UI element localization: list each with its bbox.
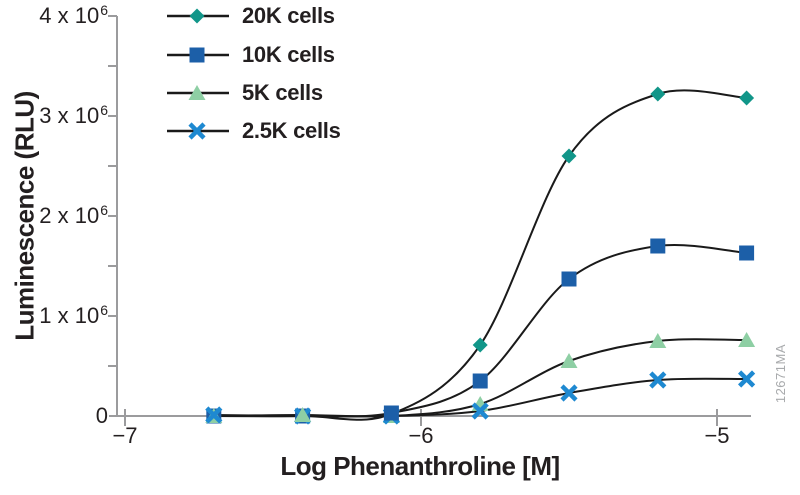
legend-marker <box>167 122 229 140</box>
legend-item-10k-cells: 10K cells <box>167 42 335 68</box>
triangle-marker <box>738 332 756 347</box>
x-marker <box>205 406 223 424</box>
legend-label: 20K cells <box>242 3 335 28</box>
square-marker <box>383 405 399 421</box>
triangle-marker <box>560 353 578 368</box>
y-tick-label: 0 <box>95 403 108 428</box>
square-marker <box>739 245 755 261</box>
exponent: 6 <box>100 2 108 18</box>
diamond-marker <box>472 337 488 353</box>
x-tick-label: −7 <box>112 423 138 448</box>
y-tick-label: 2 x 106 <box>39 202 108 228</box>
y-tick-label: 4 x 106 <box>39 2 108 28</box>
square-marker <box>189 47 205 63</box>
legend-marker <box>167 8 229 24</box>
x-tick-label: −6 <box>408 423 434 448</box>
diamond-marker <box>739 90 755 106</box>
exponent: 6 <box>100 302 108 318</box>
square-marker <box>472 373 488 389</box>
legend-label: 2.5K cells <box>242 118 341 143</box>
y-tick-label: 1 x 106 <box>39 302 108 328</box>
triangle-marker <box>188 85 206 100</box>
legend-item-20k-cells: 20K cells <box>167 3 335 29</box>
legend-item-5k-cells: 5K cells <box>167 80 323 106</box>
triangle-marker <box>294 407 312 422</box>
triangle-marker <box>649 333 667 348</box>
figure-id-watermark: 12671MA <box>773 344 788 404</box>
legend-item-2-5k-cells: 2.5K cells <box>167 118 341 144</box>
curve-10k-cells <box>213 243 747 418</box>
square-marker <box>561 271 577 287</box>
legend-marker <box>167 85 229 100</box>
legend-marker <box>167 47 229 63</box>
x-marker <box>649 371 667 389</box>
x-axis-title: Log Phenanthroline [M] <box>280 451 560 481</box>
diamond-marker <box>189 8 205 24</box>
legend-label: 10K cells <box>242 42 335 67</box>
x-marker <box>738 370 756 388</box>
y-tick-label: 3 x 106 <box>39 102 108 128</box>
x-marker <box>471 402 489 420</box>
diamond-marker <box>650 86 666 102</box>
exponent: 6 <box>100 202 108 218</box>
legend-label: 5K cells <box>242 80 323 105</box>
x-marker <box>188 122 206 140</box>
diamond-marker <box>561 148 577 164</box>
x-tick-label: −5 <box>704 423 730 448</box>
square-marker <box>650 238 666 254</box>
x-marker <box>560 384 578 402</box>
exponent: 6 <box>100 102 108 118</box>
